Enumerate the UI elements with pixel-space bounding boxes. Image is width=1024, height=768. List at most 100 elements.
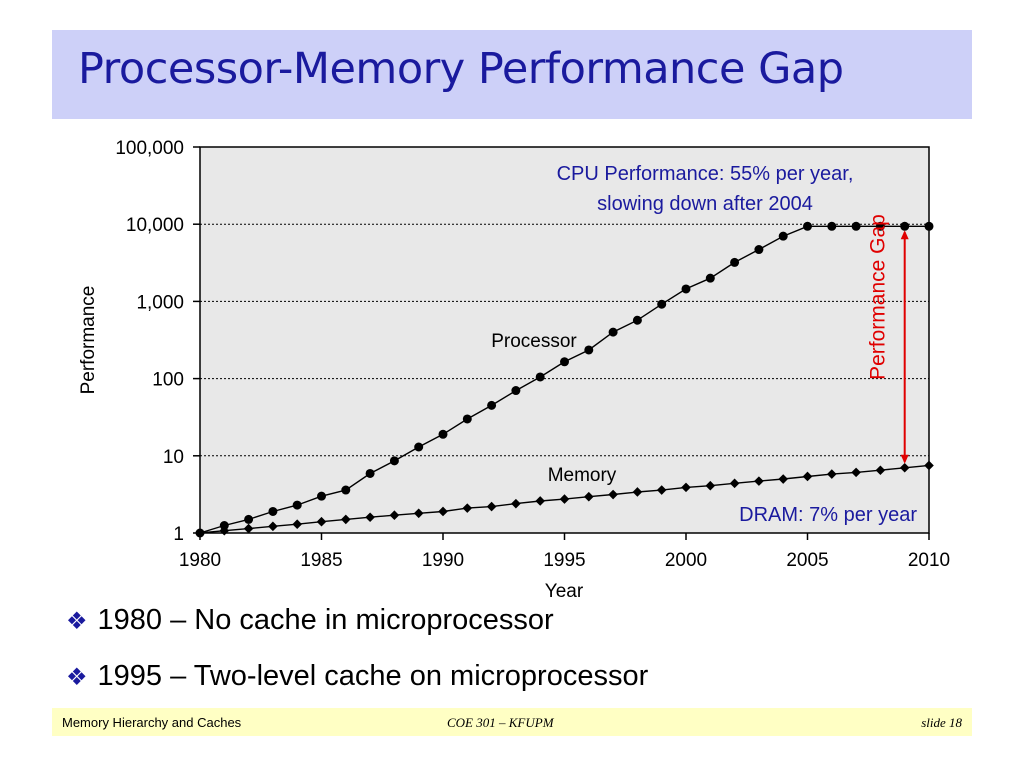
memory-point: [486, 501, 497, 512]
memory-point: [681, 482, 691, 493]
memory-point: [632, 487, 643, 497]
memory-point: [462, 503, 473, 513]
x-tick-label: 2000: [665, 550, 707, 571]
processor-point: [560, 357, 569, 367]
processor-point: [681, 284, 691, 294]
processor-point: [730, 257, 740, 267]
gap-arrowhead-top: [900, 230, 909, 240]
memory-series-label: Memory: [548, 465, 617, 486]
cpu-annotation-line1: CPU Performance: 55% per year,: [557, 163, 854, 185]
cpu-annotation-line2: slowing down after 2004: [597, 193, 813, 215]
y-tick-label: 10: [163, 447, 184, 468]
processor-series-label: Processor: [491, 331, 577, 352]
performance-gap-arrow: [900, 230, 909, 464]
diamond-bullet-icon: ❖: [66, 664, 88, 691]
footer-left: Memory Hierarchy and Caches: [62, 715, 242, 730]
gridlines: [200, 223, 929, 457]
memory-point: [875, 465, 886, 476]
processor-point: [754, 245, 764, 255]
y-tick-label: 10,000: [126, 215, 184, 236]
y-axis-label: Performance: [78, 286, 99, 395]
gap-arrowhead-bottom: [900, 454, 909, 464]
processor-point: [803, 221, 812, 231]
x-axis-label: Year: [545, 581, 584, 602]
memory-point: [584, 491, 594, 502]
memory-point: [827, 469, 837, 479]
memory-point: [851, 467, 861, 478]
processor-point: [900, 221, 910, 231]
memory-point: [705, 480, 716, 491]
performance-gap-label: Performance Gap: [867, 214, 890, 380]
bullet-item: ❖ 1980 – No cache in microprocessor: [66, 604, 554, 637]
y-tick-label: 100,000: [115, 138, 184, 159]
y-tick-label: 100: [152, 370, 184, 391]
processor-point: [317, 491, 326, 501]
memory-point: [656, 485, 667, 495]
y-tick-label: 1: [173, 524, 184, 545]
y-tick-label: 1,000: [136, 292, 184, 313]
processor-point: [657, 299, 667, 309]
footer-center: COE 301 – KFUPM: [447, 715, 554, 730]
processor-point: [365, 468, 375, 478]
slide-number: slide 18: [921, 715, 962, 730]
processor-point: [705, 273, 715, 283]
memory-point: [802, 471, 813, 482]
memory-point: [219, 525, 230, 536]
processor-point: [875, 221, 885, 231]
x-tick-label: 1985: [300, 550, 342, 571]
processor-point: [341, 485, 351, 495]
x-tick-label: 2005: [786, 550, 828, 571]
memory-point: [268, 521, 278, 532]
processor-point: [778, 231, 788, 241]
memory-point: [316, 516, 327, 527]
x-tick-label: 1980: [179, 550, 221, 571]
memory-point: [608, 489, 618, 500]
series-markers: [195, 221, 934, 538]
memory-point: [778, 474, 788, 484]
memory-point: [365, 512, 375, 523]
memory-point: [243, 523, 254, 534]
memory-point: [754, 476, 764, 486]
memory-point: [389, 510, 400, 521]
processor-point: [511, 386, 521, 396]
footer-bar: Memory Hierarchy and Caches COE 301 – KF…: [52, 708, 972, 736]
processor-point: [584, 345, 594, 355]
processor-point: [535, 372, 545, 382]
processor-point: [268, 506, 278, 516]
memory-point: [899, 462, 910, 473]
x-tick-label: 2010: [908, 550, 950, 571]
processor-point: [851, 221, 861, 231]
memory-point: [729, 478, 740, 489]
processor-point: [487, 400, 497, 410]
memory-point: [292, 519, 302, 530]
processor-point: [827, 221, 837, 231]
memory-point: [511, 498, 521, 509]
plot-area: [199, 146, 930, 534]
processor-point: [219, 521, 229, 531]
dram-annotation: DRAM: 7% per year: [739, 504, 917, 526]
processor-point: [632, 315, 642, 325]
processor-point: [244, 514, 254, 524]
processor-point: [608, 327, 618, 337]
memory-point: [535, 496, 545, 506]
processor-point: [462, 414, 472, 424]
slide-title: Processor-Memory Performance Gap: [78, 44, 844, 94]
title-bar: Processor-Memory Performance Gap: [52, 30, 972, 119]
processor-point: [389, 456, 399, 466]
diamond-bullet-icon: ❖: [66, 608, 88, 635]
processor-point: [924, 221, 934, 231]
y-axis-ticks: 1 10 100 1,000 10,000 100,000: [115, 138, 200, 545]
bullet-text: 1995 – Two-level cache on microprocessor: [97, 660, 649, 692]
memory-point: [924, 460, 934, 471]
x-axis-ticks: 1980 1985 1990 1995 2000 2005 2010: [179, 533, 950, 571]
memory-point: [413, 508, 424, 519]
processor-point: [414, 442, 424, 452]
performance-chart: 1980 1985 1990 1995 2000 2005 2010 1 10 100 1,000…: [78, 138, 950, 602]
x-tick-label: 1990: [422, 550, 464, 571]
bullet-item: ❖ 1995 – Two-level cache on microprocesso…: [66, 660, 648, 693]
memory-point: [341, 514, 351, 525]
processor-point: [292, 500, 302, 510]
bullet-text: 1980 – No cache in microprocessor: [97, 604, 554, 636]
processor-point: [438, 429, 448, 439]
x-tick-label: 1995: [543, 550, 585, 571]
